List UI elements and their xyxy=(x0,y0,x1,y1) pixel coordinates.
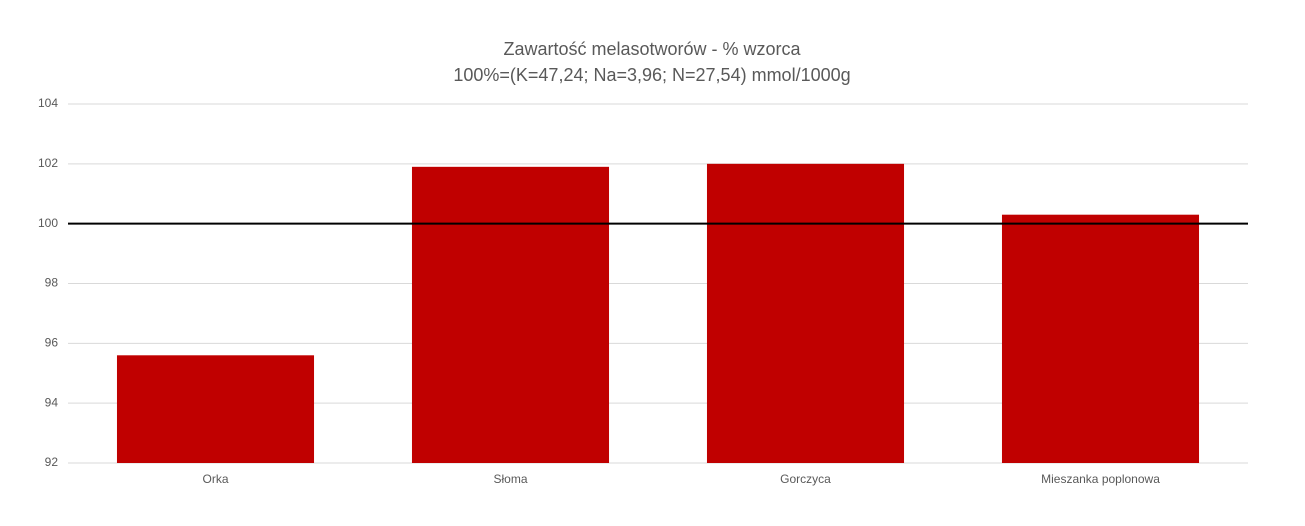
bar xyxy=(706,163,905,464)
x-tick-label: Gorczyca xyxy=(780,472,831,486)
y-tick-label: 102 xyxy=(38,156,58,170)
chart-subtitle: 100%=(K=47,24; Na=3,96; N=27,54) mmol/10… xyxy=(453,65,850,85)
y-tick-label: 94 xyxy=(45,395,59,409)
y-tick-label: 98 xyxy=(45,276,59,290)
x-tick-label: Słoma xyxy=(493,472,527,486)
bar xyxy=(1001,214,1200,463)
y-tick-label: 92 xyxy=(45,455,59,469)
y-tick-label: 100 xyxy=(38,216,58,230)
y-tick-label: 104 xyxy=(38,96,58,110)
chart-title: Zawartość melasotworów - % wzorca xyxy=(503,39,801,59)
y-tick-label: 96 xyxy=(45,336,59,350)
x-tick-label: Orka xyxy=(202,472,228,486)
bar xyxy=(411,166,610,463)
bar xyxy=(116,355,315,463)
x-tick-label: Mieszanka poplonowa xyxy=(1041,472,1160,486)
